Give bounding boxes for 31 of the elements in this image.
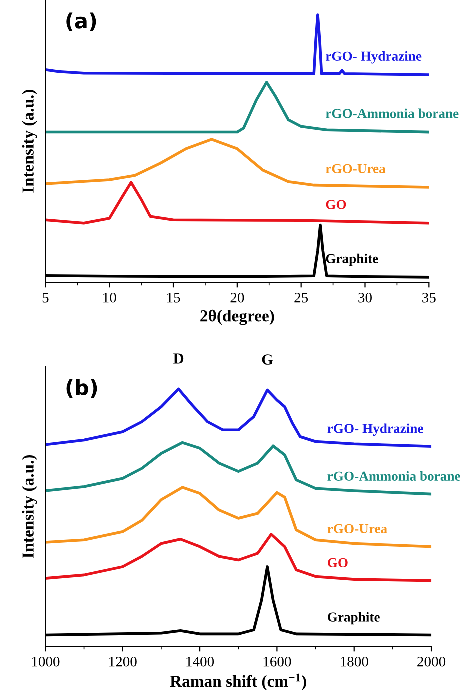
x-tick-label: 1600 — [264, 656, 292, 667]
x-tick-label: 30 — [358, 292, 372, 303]
x-tick-label: 1800 — [341, 656, 368, 667]
series-label: rGO- Hydrazine — [326, 51, 422, 64]
series-label: GO — [328, 558, 348, 568]
x-tick-label: 10 — [104, 292, 116, 303]
x-axis-title: Raman shift (cm$^{−1}$) — [170, 674, 306, 691]
series-label: GO — [326, 200, 346, 210]
x-tick-label: 35 — [422, 292, 436, 303]
x-tick-label: 5 — [42, 293, 49, 303]
series-label: rGO- Hydrazine — [328, 424, 424, 436]
x-tick-label: 1200 — [110, 656, 137, 667]
x-tick-label: 15 — [168, 293, 180, 303]
series-label: Graphite — [326, 254, 378, 266]
series-label: rGO-Ammonia borane — [326, 108, 459, 118]
series-label: Graphite — [328, 612, 380, 625]
series-label: rGO-Ammonia borane — [328, 471, 460, 481]
x-tick-label: 25 — [294, 292, 308, 303]
x-tick-label: 1400 — [186, 656, 214, 667]
series-label: rGO-Urea — [326, 164, 386, 174]
annotation: D — [174, 354, 184, 364]
y-axis-title: Intensity (a.u.) — [22, 455, 38, 558]
x-tick-label: 1000 — [32, 656, 60, 667]
y-axis-title: Intensity (a.u.) — [22, 90, 38, 193]
series-label: rGO-Urea — [328, 524, 388, 534]
x-tick-label: 2000 — [418, 656, 446, 667]
chart-title: (b) — [66, 379, 98, 398]
chart-title: (a) — [66, 12, 96, 32]
annotation: G — [262, 354, 274, 365]
x-axis-title: 2θ(degree) — [200, 310, 274, 326]
x-tick-label: 20 — [230, 292, 244, 303]
